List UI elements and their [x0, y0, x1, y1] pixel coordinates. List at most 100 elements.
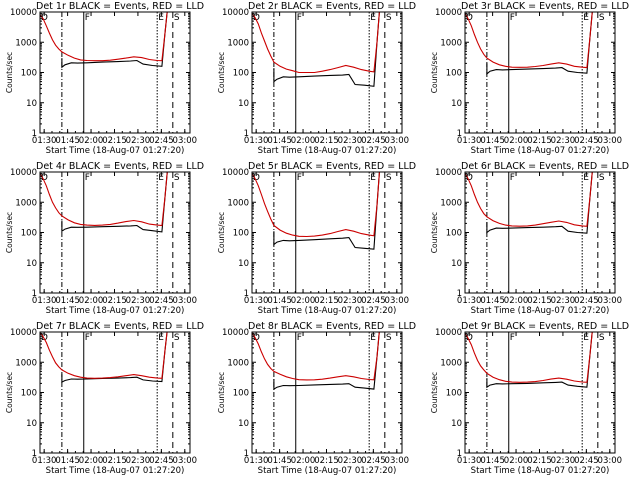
y-tick-label: 1 [244, 129, 249, 139]
plot-frame [464, 331, 616, 454]
x-tick-label: 02:15 [527, 296, 552, 306]
marker-label: F [297, 333, 302, 343]
y-tick-label: 100 [446, 229, 462, 239]
chart-title: Det 8r BLACK = Events, RED = LLD [248, 321, 416, 332]
x-axis-label: Start Time (18-Aug-07 01:27:20) [46, 146, 185, 156]
marker-label: F [510, 333, 515, 343]
y-tick-label: 10000 [222, 168, 249, 178]
series-line-events [273, 332, 380, 391]
marker-label: E [583, 173, 589, 183]
y-tick-label: 1 [244, 449, 249, 459]
marker-label: D [41, 173, 48, 183]
series-line-lld [465, 332, 593, 383]
marker-label: F [297, 13, 302, 23]
y-tick-label: 10 [451, 419, 462, 429]
y-tick-label: 1 [457, 129, 462, 139]
chart-title: Det 4r BLACK = Events, RED = LLD [36, 161, 204, 172]
y-tick-label: 10 [238, 419, 249, 429]
y-tick-label: 10000 [10, 168, 37, 178]
y-tick-label: 10 [26, 419, 37, 429]
marker-label: E [370, 173, 376, 183]
x-tick-label: 01:45 [55, 456, 80, 466]
y-tick-label: 10 [238, 259, 249, 269]
marker-label: E [583, 13, 589, 23]
marker-label: F [510, 173, 515, 183]
y-tick-label: 1 [32, 129, 37, 139]
x-tick-label: 03:00 [598, 296, 623, 306]
marker-label: S [599, 173, 605, 183]
y-tick-label: 10000 [435, 168, 462, 178]
y-tick-label: 1000 [440, 358, 462, 368]
marker-label: S [599, 333, 605, 343]
y-tick-label: 100 [446, 389, 462, 399]
chart-title: Det 3r BLACK = Events, RED = LLD [461, 1, 629, 12]
y-tick-label: 10 [238, 99, 249, 109]
y-tick-label: 1000 [227, 358, 249, 368]
x-tick-label: 03:00 [173, 456, 198, 466]
series-line-events [61, 12, 168, 69]
x-tick-label: 03:00 [385, 136, 410, 146]
x-tick-label: 01:30 [32, 296, 57, 306]
x-tick-label: 03:00 [173, 136, 198, 146]
x-tick-label: 01:45 [55, 136, 80, 146]
marker-label: D [41, 13, 48, 23]
y-tick-label: 100 [21, 229, 37, 239]
x-tick-label: 02:00 [291, 136, 316, 146]
series-line-events [486, 172, 593, 234]
series-line-lld [40, 332, 168, 379]
x-tick-label: 01:45 [480, 296, 505, 306]
x-tick-label: 01:45 [480, 456, 505, 466]
x-tick-label: 02:00 [79, 136, 104, 146]
x-tick-label: 02:30 [126, 136, 151, 146]
y-axis-label: Counts/sec [430, 212, 439, 253]
x-tick-label: 01:30 [32, 456, 57, 466]
series-line-events [486, 12, 593, 76]
y-axis-label: Counts/sec [5, 212, 14, 253]
marker-label: S [386, 13, 392, 23]
x-tick-label: 01:45 [267, 296, 292, 306]
y-tick-label: 10000 [222, 8, 249, 18]
y-tick-label: 1000 [15, 198, 37, 208]
marker-label: D [466, 173, 473, 183]
x-tick-label: 02:15 [102, 296, 127, 306]
marker-label: E [158, 173, 164, 183]
y-tick-label: 1 [244, 289, 249, 299]
y-tick-label: 1000 [15, 358, 37, 368]
marker-label: F [85, 13, 90, 23]
y-tick-label: 100 [21, 69, 37, 79]
x-axis-label: Start Time (18-Aug-07 01:27:20) [46, 466, 185, 476]
chart-title: Det 7r BLACK = Events, RED = LLD [36, 321, 204, 332]
marker-label: F [510, 13, 515, 23]
x-tick-label: 02:45 [361, 456, 386, 466]
x-axis-label: Start Time (18-Aug-07 01:27:20) [471, 306, 610, 316]
x-tick-label: 01:45 [55, 296, 80, 306]
x-tick-label: 01:30 [244, 456, 269, 466]
y-axis-label: Counts/sec [217, 52, 226, 93]
marker-label: D [253, 173, 260, 183]
x-tick-label: 01:30 [244, 296, 269, 306]
marker-label: F [85, 333, 90, 343]
x-tick-label: 02:45 [149, 456, 174, 466]
chart-title: Det 1r BLACK = Events, RED = LLD [36, 1, 204, 12]
x-tick-label: 02:30 [551, 136, 576, 146]
marker-label: D [466, 333, 473, 343]
chart-title: Det 9r BLACK = Events, RED = LLD [461, 321, 629, 332]
x-tick-label: 02:00 [291, 296, 316, 306]
series-line-lld [252, 332, 380, 381]
y-tick-label: 10000 [10, 328, 37, 338]
plot-frame [39, 11, 191, 134]
y-tick-label: 10000 [435, 8, 462, 18]
x-tick-label: 02:15 [102, 136, 127, 146]
plot-frame [251, 11, 403, 134]
x-tick-label: 01:45 [267, 136, 292, 146]
y-axis-label: Counts/sec [430, 52, 439, 93]
y-tick-label: 1 [457, 449, 462, 459]
marker-label: D [41, 333, 48, 343]
x-tick-label: 02:15 [314, 456, 339, 466]
marker-label: F [297, 173, 302, 183]
y-axis-label: Counts/sec [217, 372, 226, 413]
x-tick-label: 01:30 [244, 136, 269, 146]
